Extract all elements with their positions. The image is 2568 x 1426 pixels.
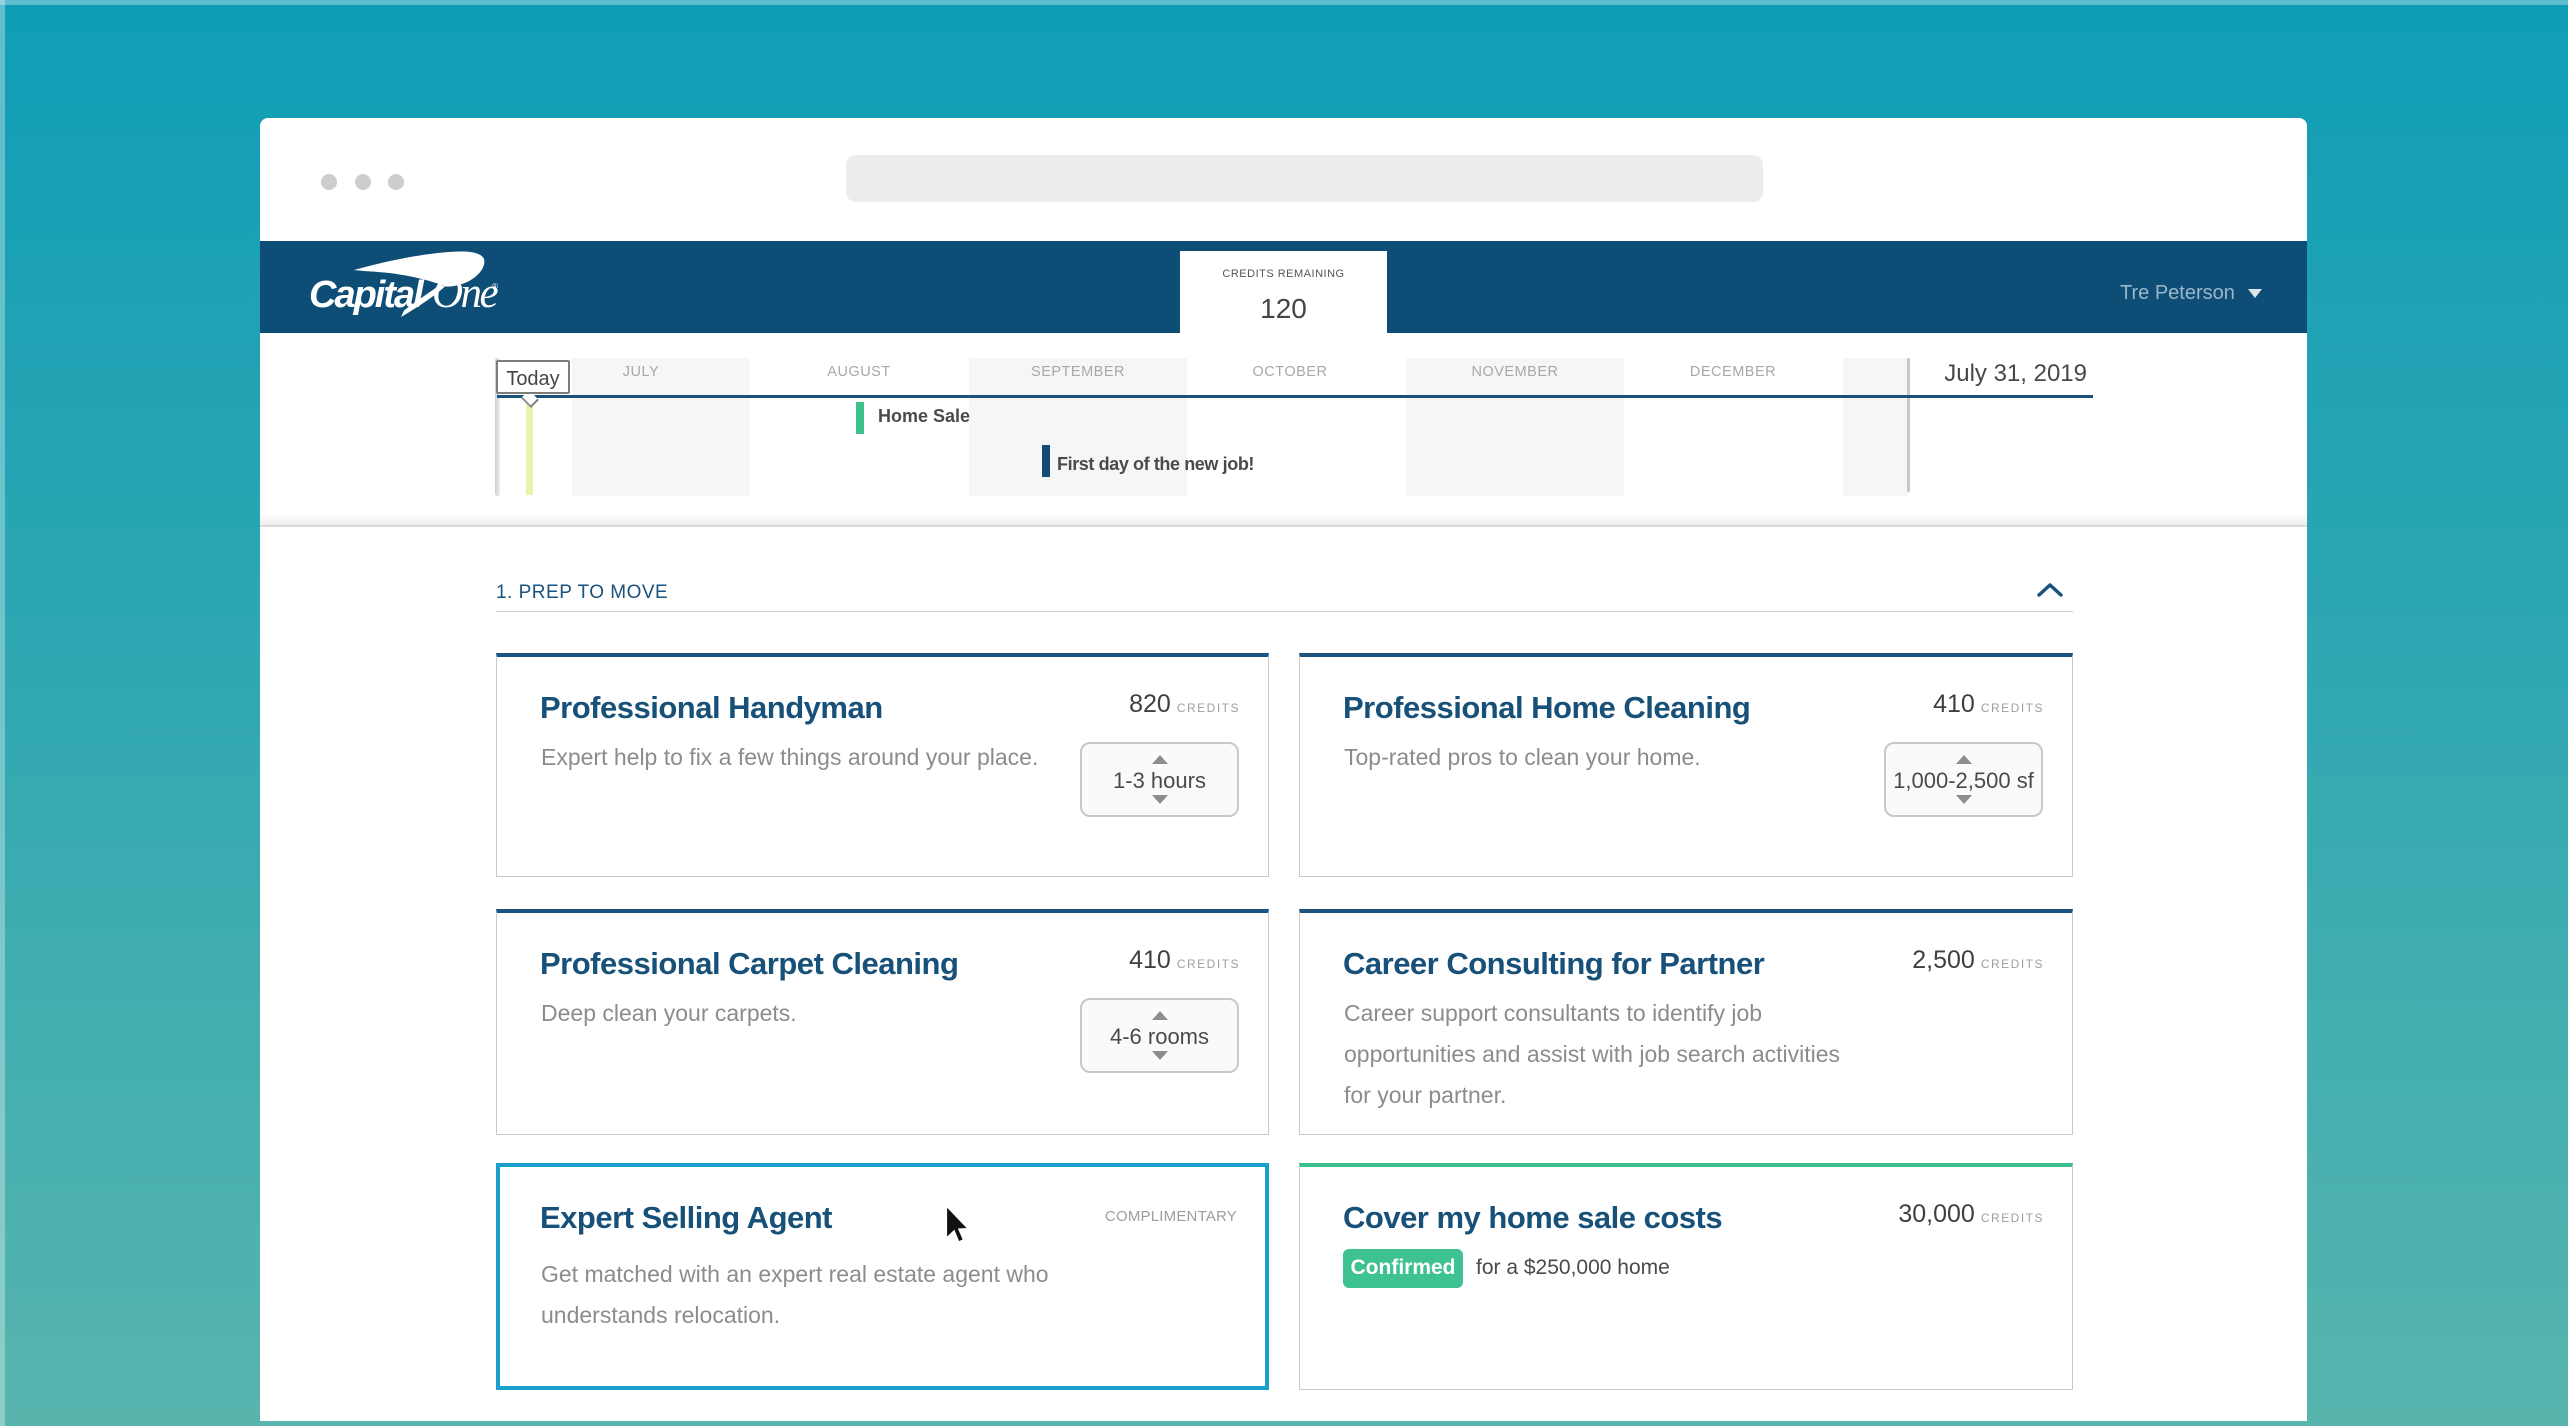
svg-text:One: One xyxy=(432,270,499,317)
svg-text:®: ® xyxy=(492,282,498,291)
svg-text:Capital: Capital xyxy=(309,274,425,316)
